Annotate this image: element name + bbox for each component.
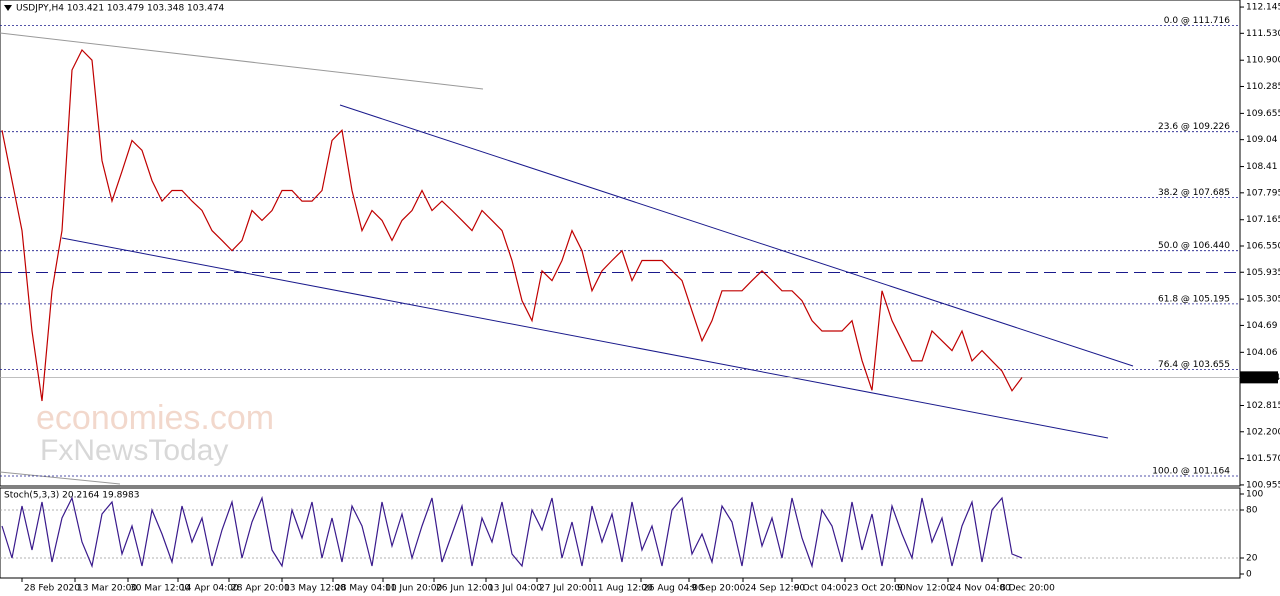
- y-tick-label: 100.955: [1246, 480, 1280, 490]
- trendline: [0, 32, 484, 90]
- y-tick-label: 111.530: [1246, 29, 1280, 39]
- level-label: 76.4 @ 103.655: [1158, 360, 1230, 370]
- x-tick-label: 28 May 04:00: [335, 584, 397, 594]
- trendline: [0, 471, 121, 485]
- x-tick-label: 9 Oct 04:00: [794, 584, 847, 594]
- y-tick-label: 107.165: [1246, 215, 1280, 225]
- level-label: 100.0 @ 101.164: [1152, 467, 1230, 477]
- y-tick-label: 102.815: [1246, 401, 1280, 411]
- trendline: [61, 237, 1109, 439]
- x-tick-label: 13 May 12:00: [284, 584, 346, 594]
- y-tick-label: 105.935: [1246, 268, 1280, 278]
- y-tick-label: 80: [1246, 506, 1258, 516]
- level-label: 23.6 @ 109.226: [1158, 122, 1230, 132]
- x-tick-label: 27 Jul 20:00: [539, 584, 593, 594]
- x-tick-label: 13 Jul 04:00: [488, 584, 542, 594]
- y-tick-label: 105.305: [1246, 295, 1280, 305]
- main-frame: [0, 0, 1241, 487]
- price-line-series: [1, 48, 1023, 402]
- y-tick-label: 20: [1246, 554, 1258, 564]
- watermark: FxNewsToday: [40, 434, 228, 467]
- watermark: economies.com: [36, 399, 274, 437]
- level-label: 61.8 @ 105.195: [1158, 294, 1230, 304]
- y-tick-label: 104.69: [1246, 321, 1278, 331]
- x-tick-label: 8 Dec 20:00: [1000, 584, 1055, 594]
- y-tick-label: 109.04: [1246, 135, 1278, 145]
- level-label: 50.0 @ 106.440: [1158, 241, 1230, 251]
- y-tick-label: 107.795: [1246, 188, 1280, 198]
- indicator-label: Stoch(5,3,3) 20.2164 19.8983: [4, 491, 139, 501]
- x-tick-label: 9 Sep 20:00: [691, 584, 746, 594]
- y-tick-label: 110.900: [1246, 56, 1280, 66]
- x-tick-label: 14 Apr 04:00: [180, 584, 239, 594]
- x-tick-label: 26 Aug 04:00: [643, 584, 704, 594]
- x-tick-label: 11 Jun 20:00: [385, 584, 442, 594]
- price-box: [1240, 371, 1278, 384]
- y-tick-label: 101.570: [1246, 454, 1280, 464]
- y-tick-label: 109.655: [1246, 109, 1280, 119]
- y-tick-label: 106.550: [1246, 241, 1280, 251]
- price-line-series: [1, 495, 1023, 569]
- x-tick-label: 24 Nov 04:00: [950, 584, 1011, 594]
- x-tick-label: 13 Mar 20:00: [77, 584, 137, 594]
- menu-arrow[interactable]: [4, 5, 12, 11]
- symbol-label: USDJPY,H4 103.421 103.479 103.348 103.47…: [16, 4, 225, 14]
- y-tick-label: 0: [1246, 570, 1252, 580]
- x-tick-label: 9 Nov 12:00: [897, 584, 952, 594]
- y-tick-label: 112.145: [1246, 3, 1280, 13]
- y-tick-label: 104.06: [1246, 348, 1278, 358]
- x-tick-label: 24 Sep 12:00: [745, 584, 805, 594]
- x-tick-label: 28 Feb 2020: [24, 584, 80, 594]
- price-label: 103.474: [1243, 373, 1280, 383]
- x-tick-label: 26 Jun 12:00: [436, 584, 493, 594]
- y-tick-label: 108.41: [1246, 162, 1278, 172]
- trendline: [339, 104, 1134, 367]
- level-label: 38.2 @ 107.685: [1158, 188, 1230, 198]
- level-label: 0.0 @ 111.716: [1164, 16, 1231, 26]
- x-tick-label: 30 Mar 12:00: [130, 584, 190, 594]
- y-tick-label: 100: [1246, 490, 1263, 500]
- y-tick-label: 110.285: [1246, 82, 1280, 92]
- y-tick-label: 102.200: [1246, 427, 1280, 437]
- x-tick-label: 23 Oct 20:00: [847, 584, 906, 594]
- x-tick-label: 28 Apr 20:00: [231, 584, 290, 594]
- x-tick-label: 11 Aug 12:00: [592, 584, 653, 594]
- stoch-frame: [0, 487, 1241, 579]
